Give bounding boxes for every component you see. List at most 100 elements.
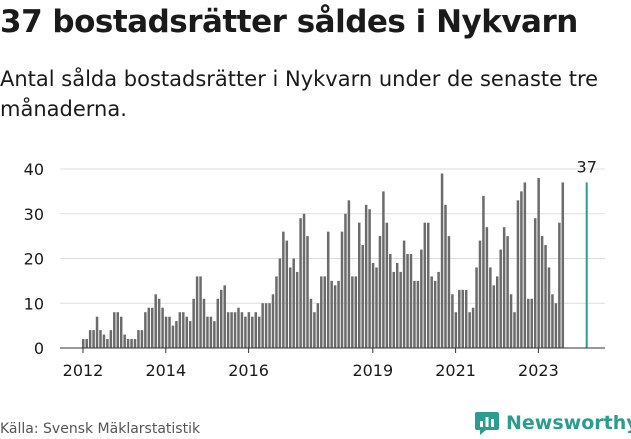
bar-31: [188, 321, 192, 348]
bar-12: [123, 334, 126, 348]
bar-46: [240, 312, 244, 348]
bar-94: [406, 254, 409, 348]
bar-111: [464, 289, 468, 348]
bar-91: [395, 262, 399, 348]
bar-121: [499, 249, 502, 348]
bar-132: [537, 177, 540, 348]
bar-16: [137, 330, 140, 348]
bar-69: [320, 276, 323, 348]
bar-114: [475, 267, 478, 348]
bar-35: [202, 298, 206, 348]
bar-130: [530, 298, 533, 348]
bar-86: [378, 236, 382, 348]
bar-118: [489, 267, 492, 348]
bar-100: [427, 222, 430, 348]
bar-52: [261, 303, 264, 348]
bar-60: [289, 267, 292, 348]
newsworthy-logo-icon: [475, 412, 499, 435]
bar-125: [513, 312, 516, 348]
bar-56: [275, 276, 278, 348]
chart-title: 37 bostadsrätter såldes i Nykvarn: [0, 4, 578, 40]
bar-134: [544, 245, 547, 348]
bar-137: [554, 303, 558, 348]
x-tick-label-2014: 2014: [145, 361, 186, 380]
bar-138: [558, 222, 561, 348]
y-tick-label-10: 10: [24, 294, 44, 313]
bar-87: [382, 191, 385, 348]
bar-139: [561, 182, 565, 348]
bar-47: [244, 316, 247, 348]
bar-28: [178, 312, 182, 348]
newsworthy-logo-text: Newsworthy: [506, 412, 631, 434]
bar-32: [192, 298, 195, 348]
bar-44: [233, 312, 237, 348]
bar-49: [251, 316, 254, 348]
bar-19: [147, 307, 151, 348]
bar-15: [133, 339, 137, 348]
highlight-label: 37: [577, 157, 597, 176]
x-tick-label-2021: 2021: [435, 361, 476, 380]
bar-38: [213, 321, 216, 348]
bar-53: [264, 303, 268, 348]
bar-26: [171, 325, 175, 348]
bar-136: [551, 294, 554, 348]
y-tick-label-40: 40: [24, 160, 44, 179]
bar-30: [185, 316, 188, 348]
bar-14: [130, 339, 133, 348]
x-tick-label-2016: 2016: [228, 361, 269, 380]
bar-127: [520, 191, 523, 348]
bar-85: [375, 267, 378, 348]
bar-51: [257, 316, 261, 348]
bar-62: [295, 271, 299, 348]
bar-73: [333, 285, 337, 348]
bar-89: [389, 254, 392, 348]
bar-63: [299, 218, 302, 348]
bar-5: [99, 330, 102, 348]
bar-61: [292, 258, 295, 348]
bar-129: [527, 298, 530, 348]
bar-99: [423, 222, 427, 348]
bar-50: [254, 312, 257, 348]
bar-109: [458, 289, 461, 348]
bar-27: [175, 321, 178, 348]
bar-119: [492, 285, 496, 348]
bar-66: [309, 298, 313, 348]
bar-79: [354, 276, 358, 348]
bar-115: [478, 240, 482, 348]
bar-80: [358, 222, 361, 348]
bar-4: [95, 316, 99, 348]
bar-20: [151, 307, 154, 348]
bar-25: [168, 316, 171, 348]
bar-131: [533, 218, 537, 348]
chart-subtitle: Antal sålda bostadsrätter i Nykvarn unde…: [0, 67, 599, 121]
bar-34: [199, 276, 202, 348]
bar-128: [523, 182, 527, 348]
bar-8: [109, 330, 113, 348]
bar-42: [226, 312, 230, 348]
bar-112: [468, 312, 471, 348]
bar-124: [509, 294, 513, 348]
bar-72: [330, 280, 333, 348]
bar-106: [447, 236, 451, 348]
bar-36: [206, 316, 209, 348]
bar-6: [102, 334, 106, 348]
newsworthy-logo[interactable]: Newsworthy: [474, 409, 631, 437]
bar-97: [416, 280, 420, 348]
bar-103: [437, 271, 440, 348]
bar-108: [454, 312, 458, 348]
bar-84: [371, 262, 375, 348]
bar-92: [399, 271, 402, 348]
x-tick-label-2023: 2023: [518, 361, 559, 380]
bar-40: [220, 289, 223, 348]
bar-75: [340, 231, 344, 348]
bar-59: [285, 240, 289, 348]
bar-83: [368, 209, 371, 348]
bar-117: [485, 227, 489, 348]
bar-110: [461, 289, 464, 348]
bar-78: [351, 276, 354, 348]
bar-18: [144, 312, 147, 348]
bar-123: [506, 236, 509, 348]
bar-126: [516, 200, 520, 348]
bar-90: [392, 271, 395, 348]
x-tick-label-2012: 2012: [63, 361, 104, 380]
